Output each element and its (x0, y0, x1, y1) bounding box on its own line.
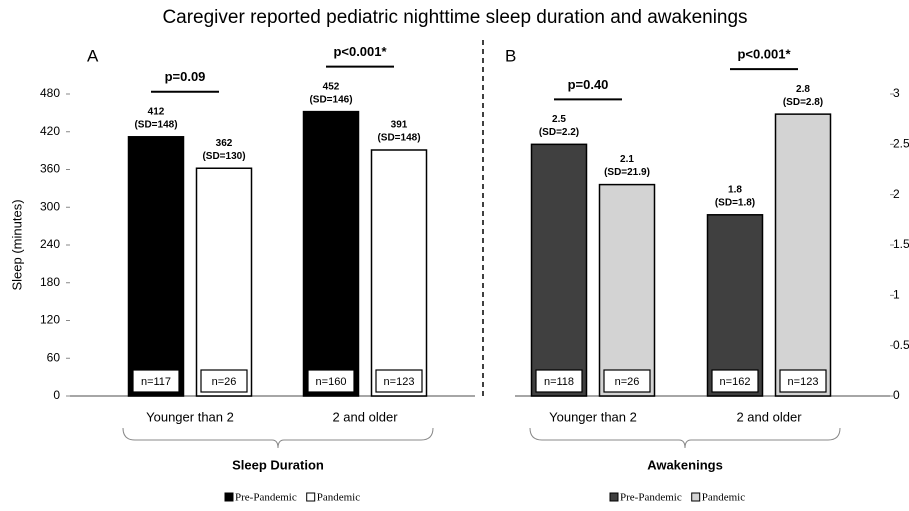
n-label: n=118 (544, 376, 574, 388)
legend-label: Pre-Pandemic (620, 492, 682, 504)
p-value: p<0.001* (333, 44, 387, 59)
n-box (711, 369, 759, 393)
y-tick-label: 240 (40, 237, 60, 251)
sd-label: (SD=2.8) (783, 97, 823, 108)
y-tick-label: 0 (53, 388, 60, 402)
x-tick-label: Younger than 2 (146, 409, 234, 424)
y-tick-label: 420 (40, 124, 60, 138)
value-label: 1.8 (728, 184, 742, 195)
n-box (200, 369, 248, 393)
legend-swatch (224, 492, 234, 502)
y-tick-label: 2.5 (893, 137, 909, 151)
y-tick-label: 3 (893, 86, 900, 100)
bar (706, 214, 764, 397)
y-axis-label: Sleep (minutes) (9, 199, 24, 290)
x-tick-label: Younger than 2 (549, 409, 637, 424)
sd-label: (SD=2.2) (539, 127, 579, 138)
bar (530, 143, 588, 397)
bar (370, 149, 428, 397)
n-box (603, 369, 651, 393)
n-box (779, 369, 827, 393)
x-tick-label: 2 and older (736, 409, 802, 424)
n-box (535, 369, 583, 393)
n-label: n=26 (212, 376, 237, 388)
p-value: p=0.40 (568, 77, 609, 92)
y-tick-label: 1.5 (893, 237, 909, 251)
legend-label: Pre-Pandemic (235, 492, 297, 504)
legend-swatch (609, 492, 619, 502)
panel-label: A (87, 46, 99, 65)
value-label: 391 (391, 120, 408, 131)
group-brace (122, 427, 434, 449)
y-tick-label: 2 (893, 187, 900, 201)
n-box (307, 369, 355, 393)
bar (195, 167, 253, 397)
legend-label: Pandemic (702, 492, 745, 504)
y-tick-label: 60 (47, 350, 61, 364)
n-label: n=160 (316, 376, 347, 388)
y-tick-label: 480 (40, 86, 60, 100)
value-label: 2.5 (552, 114, 566, 125)
bar (598, 183, 656, 397)
x-tick-label: 2 and older (332, 409, 398, 424)
value-label: 2.8 (796, 84, 810, 95)
p-value: p=0.09 (165, 69, 206, 84)
bar (127, 136, 185, 397)
n-label: n=123 (788, 376, 819, 388)
y-tick-label: 300 (40, 199, 60, 213)
sd-label: (SD=146) (309, 94, 352, 105)
legend-label: Pandemic (317, 492, 360, 504)
group-label: Awakenings (647, 457, 723, 472)
y-tick-label: 0.5 (893, 338, 909, 352)
n-label: n=26 (615, 376, 640, 388)
n-label: n=162 (720, 376, 751, 388)
y-tick-label: 1 (893, 288, 900, 302)
y-tick-label: 360 (40, 162, 60, 176)
group-label: Sleep Duration (232, 457, 324, 472)
n-box (132, 369, 180, 393)
n-label: n=117 (141, 376, 171, 388)
sd-label: (SD=148) (134, 119, 177, 130)
y-tick-label: 180 (40, 275, 60, 289)
bar (774, 113, 832, 397)
sd-label: (SD=1.8) (715, 197, 755, 208)
sd-label: (SD=21.9) (604, 167, 650, 178)
chart-title: Caregiver reported pediatric nighttime s… (162, 7, 747, 28)
legend-swatch (691, 492, 701, 502)
legend-swatch (306, 492, 316, 502)
y-tick-label: 0 (893, 388, 900, 402)
bar (302, 110, 360, 397)
n-label: n=123 (384, 376, 415, 388)
value-label: 452 (323, 81, 340, 92)
group-brace (529, 427, 841, 449)
value-label: 362 (216, 138, 233, 149)
n-box (375, 369, 423, 393)
panel-label: B (505, 46, 516, 65)
p-value: p<0.001* (737, 47, 791, 62)
value-label: 412 (148, 106, 165, 117)
sd-label: (SD=130) (202, 151, 245, 162)
sd-label: (SD=148) (377, 133, 420, 144)
value-label: 2.1 (620, 154, 634, 165)
y-tick-label: 120 (40, 313, 60, 327)
